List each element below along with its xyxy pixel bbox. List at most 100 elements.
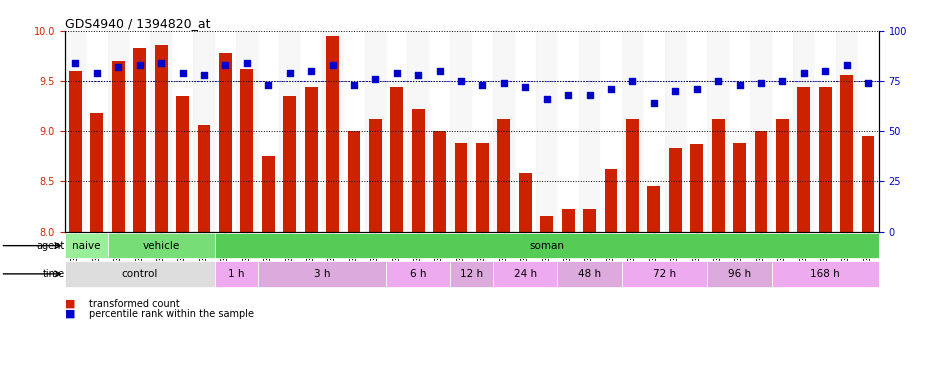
- FancyBboxPatch shape: [215, 261, 257, 286]
- Bar: [519, 173, 532, 232]
- Bar: [215, 31, 236, 232]
- Text: 12 h: 12 h: [460, 269, 483, 279]
- Bar: [151, 31, 172, 232]
- Point: [432, 68, 447, 74]
- FancyBboxPatch shape: [708, 261, 771, 286]
- Bar: [112, 61, 125, 232]
- Point: [539, 96, 554, 102]
- Bar: [836, 31, 857, 232]
- Bar: [583, 209, 596, 232]
- Text: vehicle: vehicle: [142, 241, 179, 251]
- Bar: [257, 31, 279, 232]
- Text: time: time: [43, 269, 65, 279]
- Point: [389, 70, 404, 76]
- FancyBboxPatch shape: [65, 261, 215, 286]
- Point: [90, 70, 105, 76]
- Text: agent: agent: [36, 241, 65, 251]
- Bar: [669, 148, 682, 232]
- Text: 48 h: 48 h: [578, 269, 601, 279]
- Bar: [172, 31, 193, 232]
- Bar: [536, 31, 558, 232]
- Text: 24 h: 24 h: [513, 269, 536, 279]
- Bar: [154, 45, 167, 232]
- Bar: [454, 143, 467, 232]
- Bar: [133, 48, 146, 232]
- Text: transformed count: transformed count: [89, 299, 180, 309]
- Bar: [408, 31, 429, 232]
- Point: [518, 84, 533, 90]
- Bar: [390, 87, 403, 232]
- Point: [497, 80, 512, 86]
- Point: [561, 92, 575, 98]
- Point: [710, 78, 725, 84]
- Point: [111, 64, 126, 70]
- Bar: [622, 31, 643, 232]
- Bar: [301, 31, 322, 232]
- Bar: [558, 31, 579, 232]
- Bar: [91, 113, 104, 232]
- Bar: [472, 31, 493, 232]
- Point: [175, 70, 190, 76]
- Bar: [815, 31, 836, 232]
- FancyBboxPatch shape: [386, 261, 450, 286]
- Bar: [219, 53, 232, 232]
- Bar: [561, 209, 574, 232]
- Point: [68, 60, 83, 66]
- Bar: [819, 87, 832, 232]
- FancyBboxPatch shape: [107, 233, 215, 258]
- Bar: [600, 31, 622, 232]
- Point: [647, 100, 661, 106]
- Bar: [750, 31, 771, 232]
- Bar: [236, 31, 257, 232]
- Bar: [626, 119, 639, 232]
- Text: naive: naive: [72, 241, 101, 251]
- Bar: [176, 96, 189, 232]
- Point: [218, 62, 233, 68]
- Point: [475, 82, 490, 88]
- Bar: [304, 87, 317, 232]
- FancyBboxPatch shape: [558, 261, 622, 286]
- Point: [303, 68, 318, 74]
- Text: 168 h: 168 h: [810, 269, 840, 279]
- Point: [261, 82, 276, 88]
- Point: [839, 62, 854, 68]
- Bar: [755, 131, 768, 232]
- Point: [775, 78, 790, 84]
- Bar: [734, 143, 746, 232]
- Bar: [579, 31, 600, 232]
- Bar: [840, 75, 853, 232]
- Bar: [129, 31, 151, 232]
- Bar: [343, 31, 364, 232]
- FancyBboxPatch shape: [65, 233, 107, 258]
- Bar: [65, 31, 86, 232]
- Point: [754, 80, 769, 86]
- Bar: [708, 31, 729, 232]
- Bar: [364, 31, 386, 232]
- Bar: [433, 131, 446, 232]
- Bar: [279, 31, 301, 232]
- Text: 6 h: 6 h: [410, 269, 426, 279]
- Point: [132, 62, 147, 68]
- Bar: [322, 31, 343, 232]
- Bar: [540, 217, 553, 232]
- Point: [732, 82, 746, 88]
- Bar: [240, 69, 253, 232]
- Point: [689, 86, 704, 92]
- Text: ■: ■: [65, 309, 75, 319]
- Text: ■: ■: [65, 299, 75, 309]
- Bar: [514, 31, 536, 232]
- Bar: [198, 125, 210, 232]
- FancyBboxPatch shape: [215, 233, 879, 258]
- Bar: [729, 31, 750, 232]
- Point: [368, 76, 383, 82]
- Bar: [386, 31, 408, 232]
- Point: [325, 62, 339, 68]
- Bar: [262, 156, 275, 232]
- Point: [625, 78, 640, 84]
- Bar: [797, 87, 810, 232]
- Point: [818, 68, 833, 74]
- Text: control: control: [121, 269, 158, 279]
- Bar: [348, 131, 361, 232]
- Bar: [690, 144, 703, 232]
- Point: [282, 70, 297, 76]
